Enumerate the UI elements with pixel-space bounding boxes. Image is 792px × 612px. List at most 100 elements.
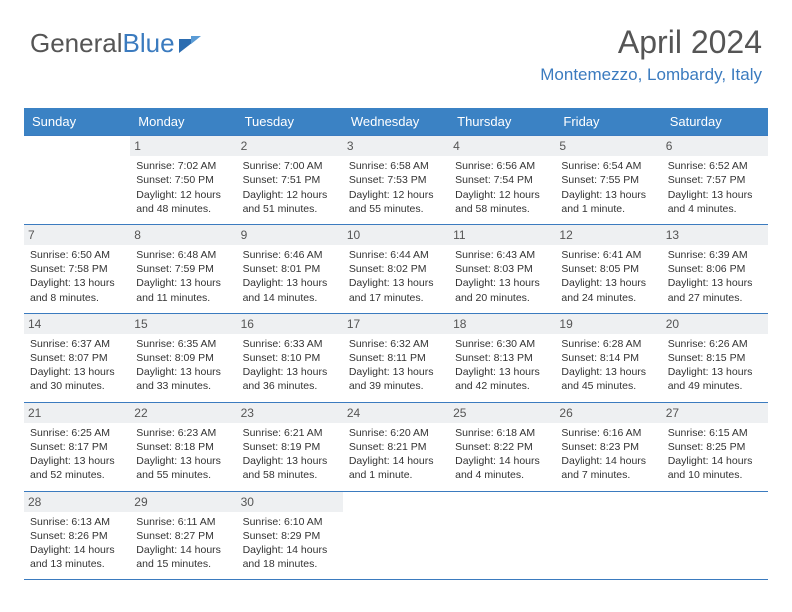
sunrise-text: Sunrise: 6:16 AM <box>561 426 655 440</box>
sunrise-text: Sunrise: 6:43 AM <box>455 248 549 262</box>
sunrise-text: Sunrise: 7:00 AM <box>243 159 337 173</box>
day-number: 17 <box>343 314 449 334</box>
weekday-header: Wednesday <box>343 108 449 136</box>
calendar-table: Sunday Monday Tuesday Wednesday Thursday… <box>24 108 768 580</box>
day-number: 26 <box>555 403 661 423</box>
day-number: 25 <box>449 403 555 423</box>
sunrise-text: Sunrise: 6:48 AM <box>136 248 230 262</box>
sunset-text: Sunset: 8:02 PM <box>349 262 443 276</box>
calendar-day-cell: 9Sunrise: 6:46 AMSunset: 8:01 PMDaylight… <box>237 224 343 313</box>
calendar-day-cell: 10Sunrise: 6:44 AMSunset: 8:02 PMDayligh… <box>343 224 449 313</box>
sunrise-text: Sunrise: 6:23 AM <box>136 426 230 440</box>
day-number: 28 <box>24 492 130 512</box>
daylight-text: Daylight: 13 hours and 11 minutes. <box>136 276 230 304</box>
calendar-day-cell: 3Sunrise: 6:58 AMSunset: 7:53 PMDaylight… <box>343 136 449 225</box>
page-title: April 2024 <box>540 24 762 61</box>
sunset-text: Sunset: 8:14 PM <box>561 351 655 365</box>
daylight-text: Daylight: 12 hours and 51 minutes. <box>243 188 337 216</box>
calendar-day-cell: 24Sunrise: 6:20 AMSunset: 8:21 PMDayligh… <box>343 402 449 491</box>
sunrise-text: Sunrise: 7:02 AM <box>136 159 230 173</box>
sunset-text: Sunset: 8:26 PM <box>30 529 124 543</box>
daylight-text: Daylight: 13 hours and 24 minutes. <box>561 276 655 304</box>
sunset-text: Sunset: 8:18 PM <box>136 440 230 454</box>
sunset-text: Sunset: 8:19 PM <box>243 440 337 454</box>
daylight-text: Daylight: 13 hours and 17 minutes. <box>349 276 443 304</box>
day-number: 6 <box>662 136 768 156</box>
daylight-text: Daylight: 13 hours and 8 minutes. <box>30 276 124 304</box>
logo-text-2: Blue <box>123 28 175 59</box>
sunrise-text: Sunrise: 6:30 AM <box>455 337 549 351</box>
daylight-text: Daylight: 13 hours and 1 minute. <box>561 188 655 216</box>
calendar-day-cell: 28Sunrise: 6:13 AMSunset: 8:26 PMDayligh… <box>24 491 130 580</box>
calendar-day-cell: 13Sunrise: 6:39 AMSunset: 8:06 PMDayligh… <box>662 224 768 313</box>
sunset-text: Sunset: 7:58 PM <box>30 262 124 276</box>
sunset-text: Sunset: 7:55 PM <box>561 173 655 187</box>
sunrise-text: Sunrise: 6:50 AM <box>30 248 124 262</box>
calendar-day-cell: 17Sunrise: 6:32 AMSunset: 8:11 PMDayligh… <box>343 313 449 402</box>
daylight-text: Daylight: 12 hours and 55 minutes. <box>349 188 443 216</box>
calendar: Sunday Monday Tuesday Wednesday Thursday… <box>24 108 768 580</box>
calendar-day-cell: 14Sunrise: 6:37 AMSunset: 8:07 PMDayligh… <box>24 313 130 402</box>
daylight-text: Daylight: 13 hours and 45 minutes. <box>561 365 655 393</box>
calendar-day-cell: 1Sunrise: 7:02 AMSunset: 7:50 PMDaylight… <box>130 136 236 225</box>
day-number: 22 <box>130 403 236 423</box>
sunrise-text: Sunrise: 6:44 AM <box>349 248 443 262</box>
calendar-day-cell: 25Sunrise: 6:18 AMSunset: 8:22 PMDayligh… <box>449 402 555 491</box>
day-number: 7 <box>24 225 130 245</box>
day-number: 11 <box>449 225 555 245</box>
calendar-day-cell <box>662 491 768 580</box>
daylight-text: Daylight: 14 hours and 7 minutes. <box>561 454 655 482</box>
calendar-day-cell: 2Sunrise: 7:00 AMSunset: 7:51 PMDaylight… <box>237 136 343 225</box>
daylight-text: Daylight: 14 hours and 1 minute. <box>349 454 443 482</box>
sunrise-text: Sunrise: 6:11 AM <box>136 515 230 529</box>
sunrise-text: Sunrise: 6:21 AM <box>243 426 337 440</box>
daylight-text: Daylight: 13 hours and 55 minutes. <box>136 454 230 482</box>
day-number: 1 <box>130 136 236 156</box>
sunrise-text: Sunrise: 6:41 AM <box>561 248 655 262</box>
calendar-day-cell: 12Sunrise: 6:41 AMSunset: 8:05 PMDayligh… <box>555 224 661 313</box>
daylight-text: Daylight: 13 hours and 14 minutes. <box>243 276 337 304</box>
sunrise-text: Sunrise: 6:54 AM <box>561 159 655 173</box>
sunset-text: Sunset: 8:25 PM <box>668 440 762 454</box>
day-number: 9 <box>237 225 343 245</box>
sunrise-text: Sunrise: 6:52 AM <box>668 159 762 173</box>
day-number: 3 <box>343 136 449 156</box>
day-number: 16 <box>237 314 343 334</box>
sunset-text: Sunset: 7:51 PM <box>243 173 337 187</box>
calendar-day-cell <box>343 491 449 580</box>
logo: GeneralBlue <box>30 28 201 59</box>
calendar-day-cell: 5Sunrise: 6:54 AMSunset: 7:55 PMDaylight… <box>555 136 661 225</box>
sunrise-text: Sunrise: 6:37 AM <box>30 337 124 351</box>
daylight-text: Daylight: 13 hours and 49 minutes. <box>668 365 762 393</box>
sunset-text: Sunset: 8:10 PM <box>243 351 337 365</box>
sunrise-text: Sunrise: 6:10 AM <box>243 515 337 529</box>
sunset-text: Sunset: 7:57 PM <box>668 173 762 187</box>
daylight-text: Daylight: 14 hours and 4 minutes. <box>455 454 549 482</box>
calendar-day-cell: 20Sunrise: 6:26 AMSunset: 8:15 PMDayligh… <box>662 313 768 402</box>
day-number: 18 <box>449 314 555 334</box>
sunset-text: Sunset: 8:13 PM <box>455 351 549 365</box>
daylight-text: Daylight: 13 hours and 20 minutes. <box>455 276 549 304</box>
day-number: 13 <box>662 225 768 245</box>
logo-text-1: General <box>30 28 123 59</box>
sunrise-text: Sunrise: 6:13 AM <box>30 515 124 529</box>
daylight-text: Daylight: 13 hours and 52 minutes. <box>30 454 124 482</box>
daylight-text: Daylight: 12 hours and 58 minutes. <box>455 188 549 216</box>
sunset-text: Sunset: 8:15 PM <box>668 351 762 365</box>
day-number: 29 <box>130 492 236 512</box>
daylight-text: Daylight: 13 hours and 30 minutes. <box>30 365 124 393</box>
calendar-day-cell <box>449 491 555 580</box>
sunset-text: Sunset: 7:50 PM <box>136 173 230 187</box>
sunset-text: Sunset: 8:06 PM <box>668 262 762 276</box>
calendar-day-cell: 29Sunrise: 6:11 AMSunset: 8:27 PMDayligh… <box>130 491 236 580</box>
calendar-day-cell: 15Sunrise: 6:35 AMSunset: 8:09 PMDayligh… <box>130 313 236 402</box>
calendar-day-cell: 19Sunrise: 6:28 AMSunset: 8:14 PMDayligh… <box>555 313 661 402</box>
sunset-text: Sunset: 7:53 PM <box>349 173 443 187</box>
sunrise-text: Sunrise: 6:32 AM <box>349 337 443 351</box>
daylight-text: Daylight: 13 hours and 58 minutes. <box>243 454 337 482</box>
calendar-day-cell: 6Sunrise: 6:52 AMSunset: 7:57 PMDaylight… <box>662 136 768 225</box>
daylight-text: Daylight: 13 hours and 36 minutes. <box>243 365 337 393</box>
calendar-day-cell: 21Sunrise: 6:25 AMSunset: 8:17 PMDayligh… <box>24 402 130 491</box>
calendar-day-cell: 11Sunrise: 6:43 AMSunset: 8:03 PMDayligh… <box>449 224 555 313</box>
sunset-text: Sunset: 8:17 PM <box>30 440 124 454</box>
